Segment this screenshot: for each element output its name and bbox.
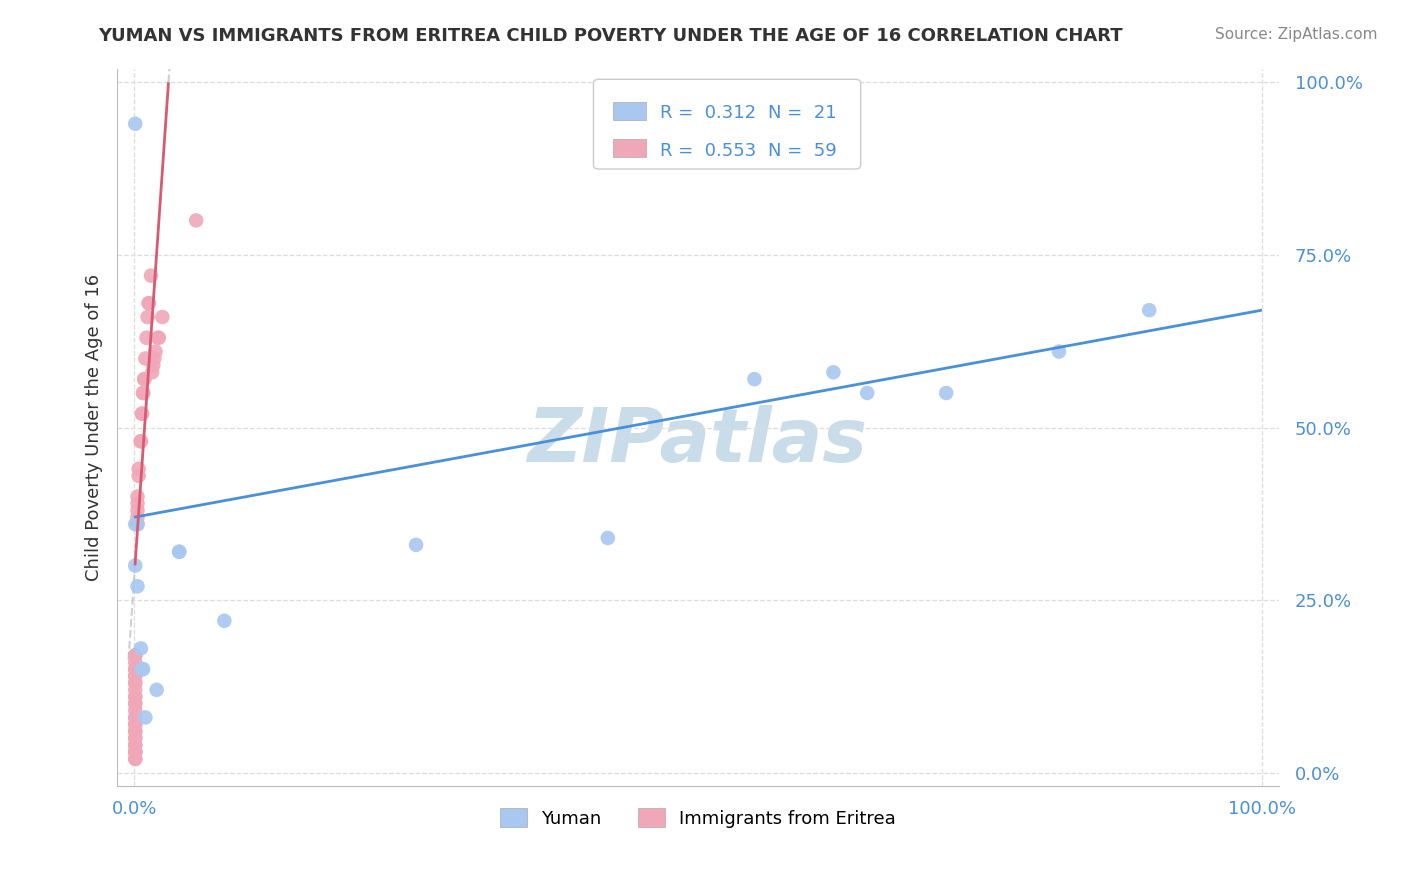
Text: YUMAN VS IMMIGRANTS FROM ERITREA CHILD POVERTY UNDER THE AGE OF 16 CORRELATION C: YUMAN VS IMMIGRANTS FROM ERITREA CHILD P… (98, 27, 1123, 45)
Point (167, 545, 190, 559)
Point (124, 669, 146, 683)
Point (131, 407, 153, 421)
Text: N =  59: N = 59 (768, 142, 837, 160)
Point (134, 351, 156, 366)
Point (145, 344, 167, 359)
Point (146, 331, 169, 345)
Point (127, 579, 149, 593)
Point (124, 745, 146, 759)
Point (124, 704, 146, 718)
Point (1047, 344, 1070, 359)
Point (124, 676, 146, 690)
Point (131, 662, 153, 676)
Point (145, 682, 167, 697)
Point (124, 710, 146, 724)
Point (138, 296, 160, 310)
Point (124, 676, 146, 690)
Point (127, 496, 149, 510)
Point (142, 359, 165, 373)
Point (138, 296, 160, 310)
Point (124, 738, 146, 752)
Point (150, 310, 173, 324)
Point (143, 351, 166, 366)
Point (127, 490, 149, 504)
Point (124, 690, 146, 704)
Point (124, 731, 146, 746)
Legend: Yuman, Immigrants from Eritrea: Yuman, Immigrants from Eritrea (492, 801, 903, 835)
Point (124, 752, 146, 766)
Point (124, 710, 146, 724)
Point (124, 662, 146, 676)
Point (124, 697, 146, 711)
Point (186, 213, 208, 227)
Text: ZIPatlas: ZIPatlas (529, 405, 868, 478)
Point (127, 517, 149, 532)
Text: N =  21: N = 21 (768, 104, 837, 122)
Point (134, 372, 156, 386)
Point (131, 407, 153, 421)
Text: Source: ZipAtlas.com: Source: ZipAtlas.com (1215, 27, 1378, 42)
Point (124, 655, 146, 669)
Point (132, 386, 155, 401)
Point (124, 731, 146, 746)
Text: R =  0.553: R = 0.553 (659, 142, 756, 160)
Point (167, 545, 190, 559)
Point (128, 468, 150, 483)
Point (124, 724, 146, 739)
Point (744, 372, 766, 386)
Point (132, 662, 155, 676)
Point (124, 662, 146, 676)
Point (134, 372, 156, 386)
Point (405, 538, 427, 552)
Point (124, 745, 146, 759)
Point (127, 503, 149, 517)
Point (935, 386, 957, 401)
Point (124, 690, 146, 704)
Point (139, 268, 162, 283)
Point (127, 510, 149, 524)
Point (214, 614, 236, 628)
Point (124, 738, 146, 752)
Point (124, 648, 146, 663)
Point (856, 386, 879, 401)
Point (124, 752, 146, 766)
Point (134, 710, 156, 724)
Point (124, 558, 146, 573)
Point (129, 434, 152, 449)
FancyBboxPatch shape (613, 139, 645, 157)
Point (124, 724, 146, 739)
Point (124, 117, 146, 131)
Point (127, 517, 149, 532)
Point (124, 517, 146, 532)
Point (124, 648, 146, 663)
Y-axis label: Child Poverty Under the Age of 16: Child Poverty Under the Age of 16 (86, 274, 103, 581)
Text: R =  0.312: R = 0.312 (659, 104, 756, 122)
Point (129, 641, 152, 656)
Point (124, 697, 146, 711)
Point (124, 717, 146, 731)
Point (124, 745, 146, 759)
Point (596, 531, 619, 545)
Point (128, 462, 150, 476)
FancyBboxPatch shape (593, 79, 860, 169)
Point (148, 331, 170, 345)
Point (124, 717, 146, 731)
Point (124, 669, 146, 683)
FancyBboxPatch shape (613, 102, 645, 120)
Point (129, 434, 152, 449)
Point (823, 365, 845, 379)
Point (136, 310, 159, 324)
Point (135, 331, 157, 345)
Point (1137, 303, 1160, 318)
Point (124, 682, 146, 697)
Point (141, 365, 163, 379)
Point (132, 386, 155, 401)
